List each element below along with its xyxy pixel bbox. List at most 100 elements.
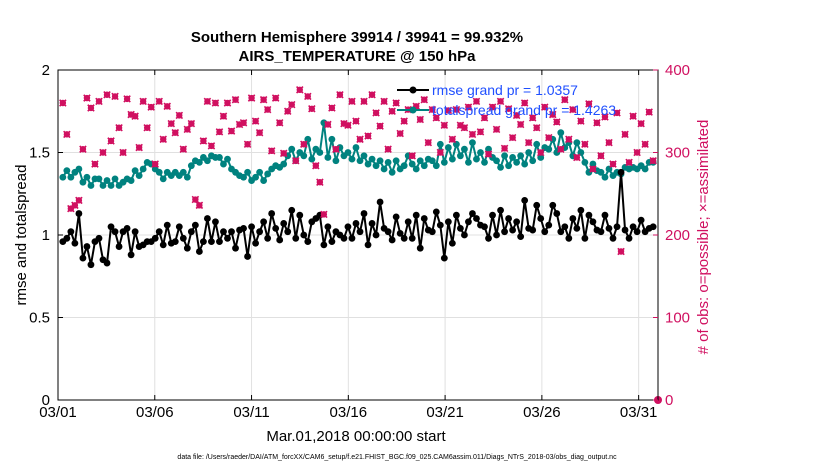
assimilated-obs-marker: [384, 145, 392, 153]
assimilated-obs-cross-b: [215, 128, 224, 136]
assimilated-obs-cross-b: [332, 145, 340, 153]
rmse-point: [228, 228, 235, 236]
totalspread-point: [372, 162, 380, 170]
totalspread-point: [497, 163, 504, 171]
assimilated-obs-marker: [87, 104, 95, 112]
rmse-point: [340, 234, 348, 242]
assimilated-obs-cross-b: [633, 148, 641, 157]
totalspread-point: [432, 162, 440, 170]
totalspread-point: [75, 165, 83, 173]
assimilated-obs-marker: [432, 114, 441, 122]
assimilated-obs-marker: [352, 117, 360, 125]
totalspread-point: [597, 168, 605, 176]
assimilated-obs-cross-b: [621, 130, 629, 139]
assimilated-obs-marker: [219, 112, 228, 120]
totalspread-point: [533, 140, 541, 148]
assimilated-obs-cross-b: [392, 99, 400, 107]
totalspread-point: [288, 145, 296, 153]
rmse-point: [649, 223, 657, 231]
rmse-point: [461, 231, 468, 239]
y-right-tick-label: 400: [665, 62, 690, 79]
rmse-point: [505, 215, 512, 222]
assimilated-obs-cross-b: [609, 160, 617, 168]
assimilated-obs-marker: [524, 138, 533, 147]
rmse-point: [155, 228, 163, 236]
rmse-point: [199, 238, 207, 246]
assimilated-obs-marker: [175, 111, 184, 120]
assimilated-obs-cross-b: [613, 109, 621, 117]
rmse-point: [304, 238, 312, 246]
rmse-point: [420, 215, 428, 222]
y-right-tick-label: 0: [665, 392, 673, 409]
assimilated-obs-marker: [625, 158, 633, 167]
assimilated-obs-cross-b: [227, 127, 236, 135]
totalspread-point: [521, 160, 529, 168]
assimilated-obs-marker: [135, 143, 143, 152]
totalspread-point: [481, 159, 488, 166]
rmse-point: [396, 229, 404, 237]
assimilated-obs-marker: [492, 125, 501, 134]
totalspread-point: [537, 154, 545, 161]
assimilated-obs-marker: [151, 160, 159, 168]
assimilated-obs-marker: [601, 113, 609, 121]
assimilated-obs-cross-b: [171, 128, 180, 137]
rmse-point: [541, 228, 549, 236]
y-tick-label: 0.5: [29, 310, 50, 327]
assimilated-obs-marker: [167, 119, 176, 128]
totalspread-point: [364, 160, 372, 168]
totalspread-point: [360, 152, 368, 160]
assimilated-obs-marker: [408, 152, 416, 160]
totalspread-point: [256, 168, 264, 176]
y-right-tick-label: 100: [665, 310, 690, 327]
rmse-point: [436, 221, 444, 229]
assimilated-obs-cross-b: [549, 110, 557, 119]
assimilated-obs-marker: [376, 122, 384, 130]
assimilated-obs-marker: [444, 106, 453, 115]
rmse-point: [372, 231, 380, 239]
assimilated-obs-cross-b: [364, 132, 372, 140]
rmse-point: [412, 211, 420, 219]
assimilated-obs-marker: [480, 114, 489, 122]
assimilated-obs-marker: [436, 148, 445, 157]
rmse-point: [63, 234, 71, 242]
rmse-point: [609, 234, 617, 242]
totalspread-point: [159, 175, 167, 183]
assimilated-obs-cross-b: [424, 138, 433, 147]
rmse-point: [537, 215, 545, 222]
assimilated-obs-cross-b: [340, 119, 348, 128]
rmse-point: [545, 221, 553, 229]
assimilated-obs-marker: [553, 118, 561, 126]
assimilated-obs-marker: [107, 137, 115, 145]
assimilated-obs-cross-b: [175, 111, 184, 120]
totalspread-point: [505, 162, 512, 170]
assimilated-obs-cross-b: [312, 161, 320, 170]
totalspread-point: [83, 173, 91, 181]
assimilated-obs-cross-b: [532, 123, 541, 132]
rmse-point: [320, 241, 328, 249]
totalspread-point: [79, 178, 87, 186]
assimilated-obs-cross-b: [296, 86, 304, 94]
rmse-point: [127, 251, 135, 259]
assimilated-obs-cross-b: [119, 148, 127, 157]
rmse-point: [400, 234, 408, 242]
rmse-point: [240, 225, 247, 232]
assimilated-obs-cross-b: [557, 145, 565, 153]
assimilated-obs-marker: [621, 130, 629, 139]
rmse-point: [408, 234, 416, 242]
assimilated-obs-cross-b: [300, 140, 308, 149]
assimilated-obs-cross-b: [287, 100, 296, 109]
assimilated-obs-marker: [259, 95, 268, 104]
assimilated-obs-cross-b: [440, 121, 449, 130]
assimilated-obs-marker: [597, 152, 605, 160]
assimilated-obs-marker: [227, 127, 236, 135]
rmse-point: [513, 218, 521, 226]
assimilated-obs-marker: [549, 110, 557, 119]
y-tick-label: 1.5: [29, 145, 50, 162]
assimilated-obs-cross-b: [179, 145, 188, 153]
totalspread-point: [67, 173, 75, 181]
rmse-point: [324, 223, 332, 231]
rmse-point: [111, 228, 119, 236]
assimilated-obs-cross-b: [135, 143, 143, 152]
assimilated-obs-cross-b: [452, 105, 461, 114]
totalspread-point: [99, 182, 107, 189]
